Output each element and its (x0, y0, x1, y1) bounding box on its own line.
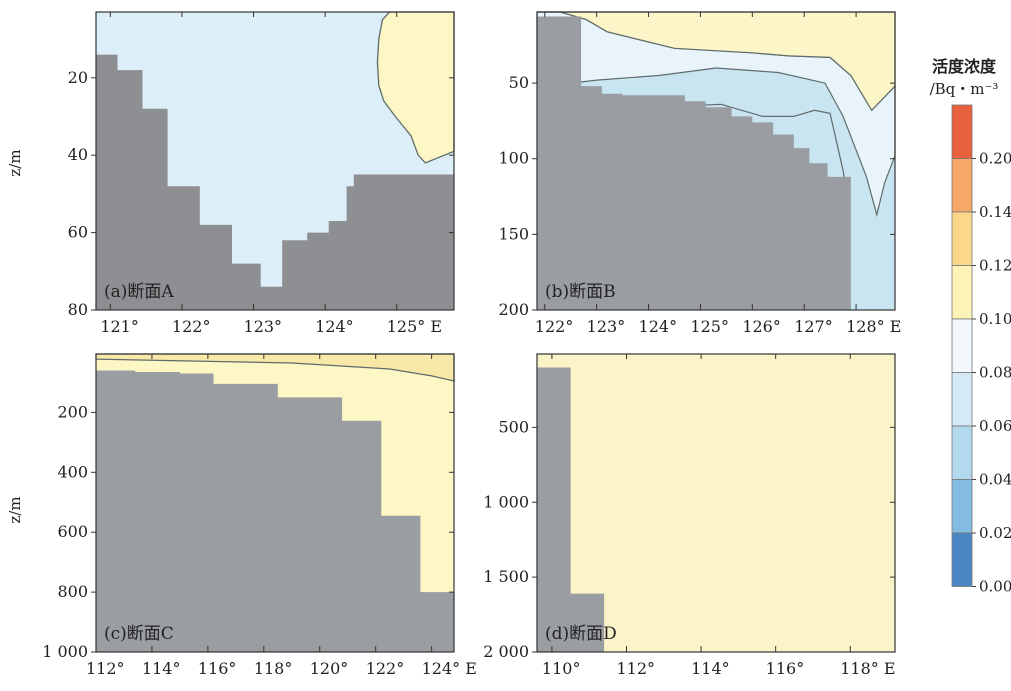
panel-c: 112° 114° 116° 118° 120° 122° 124° E 200 400 600 8… (42, 353, 477, 678)
colorbar-label: 0.04 (979, 471, 1011, 489)
colorbar-label: 0.00 (979, 578, 1011, 596)
panel-a-seabed (96, 54, 454, 310)
panel-d-frame (536, 353, 896, 653)
colorbar-segment (951, 211, 973, 266)
colorbar: 活度浓度 /Bq・m⁻³ 0.20 0.14 0.12 0.10 0.08 0.06 0.0… (930, 57, 1011, 596)
panel-c-xtick-label: 124° E (422, 659, 477, 678)
panel-b-ytick-label: 200 (498, 300, 529, 319)
colorbar-segment (951, 318, 973, 373)
panel-d-ytick-label: 2 000 (483, 642, 529, 661)
colorbar-segment (951, 158, 973, 213)
colorbar-segment (951, 425, 973, 480)
panel-b-xtick-label: 125° (690, 317, 729, 336)
panel-a-ytick-label: 80 (68, 300, 88, 319)
panel-a-xtick-label: 124° (315, 317, 354, 336)
panel-b-xtick-label: 123° (587, 317, 626, 336)
panel-a: 121° 122° 123° 124° 125° E 20 40 60 80 (a)断面A (68, 11, 455, 336)
ylabel-bottom: z/m (6, 496, 24, 523)
colorbar-segment (951, 532, 973, 587)
panel-a-frame (95, 11, 455, 311)
panel-c-ytick-label: 800 (57, 582, 88, 601)
panel-c-ytick-label: 400 (57, 462, 88, 481)
panel-c-xtick-label: 118° (254, 659, 293, 678)
panel-c-ytick-label: 200 (57, 402, 88, 421)
colorbar-label: 0.08 (979, 364, 1011, 382)
panel-b-xtick-label: 126° (742, 317, 781, 336)
panel-d-xtick-label: 114° (691, 659, 730, 678)
ylabel-top: z/m (6, 149, 24, 176)
panel-a-label: (a)断面A (104, 282, 174, 302)
panel-b-ytick-label: 50 (509, 73, 529, 92)
panel-c-ytick-label: 600 (57, 522, 88, 541)
panel-d-ytick-label: 1 500 (483, 567, 529, 586)
colorbar-label: 0.02 (979, 524, 1011, 542)
panel-b-ytick-label: 100 (498, 149, 529, 168)
panel-a-ytick-label: 40 (68, 145, 88, 164)
panel-a-xtick-label: 125° E (387, 317, 442, 336)
panel-a-ytick-label: 20 (68, 68, 88, 87)
panel-b-xtick-label: 124° (639, 317, 678, 336)
colorbar-segment (951, 265, 973, 320)
panel-d-ytick-label: 500 (498, 417, 529, 436)
panel-a-xtick-label: 123° (244, 317, 283, 336)
panel-b-frame (536, 11, 896, 311)
colorbar-label: 0.12 (979, 257, 1011, 275)
panel-c-xtick-label: 120° (310, 659, 349, 678)
panel-d-seabed (537, 367, 895, 652)
colorbar-label: 0.10 (979, 310, 1011, 328)
panel-c-frame (95, 353, 455, 653)
panel-a-xtick-label: 122° (172, 317, 211, 336)
panel-c-ytick-label: 1 000 (42, 642, 88, 661)
panel-d-xtick-label: 110° (542, 659, 581, 678)
panel-d-xtick-label: 118° E (840, 659, 895, 678)
panel-b-ytick-label: 150 (498, 224, 529, 243)
colorbar-label: 0.06 (979, 417, 1011, 435)
colorbar-unit: /Bq・m⁻³ (930, 80, 999, 98)
panel-b-seabed (537, 16, 895, 310)
panel-c-xtick-label: 114° (142, 659, 181, 678)
panel-c-seabed (96, 370, 454, 652)
colorbar-segment (951, 372, 973, 427)
panel-c-label: (c)断面C (104, 624, 174, 644)
panel-b-xtick-label: 128° E (846, 317, 901, 336)
panel-b-xtick-label: 127° (794, 317, 833, 336)
panel-b: 122° 123° 124° 125° 126° 127° 128° E 50 100 150 20… (498, 11, 901, 336)
panel-c-xtick-label: 116° (198, 659, 237, 678)
panel-a-xtick-label: 121° (100, 317, 139, 336)
panel-d: 110° 112° 114° 116° 118° E 500 1 000 1 500 2 000… (483, 353, 896, 678)
panel-a-high-region (376, 11, 455, 164)
colorbar-title: 活度浓度 (932, 57, 997, 76)
panel-b-xtick-label: 122° (535, 317, 574, 336)
panel-d-label: (d)断面D (545, 624, 617, 644)
panel-c-xtick-label: 112° (86, 659, 125, 678)
panel-d-xtick-label: 112° (617, 659, 656, 678)
colorbar-segment (951, 104, 973, 159)
panel-d-xtick-label: 116° (766, 659, 805, 678)
panel-a-ytick-label: 60 (68, 223, 88, 242)
panel-b-label: (b)断面B (545, 282, 616, 302)
colorbar-label: 0.14 (979, 203, 1011, 221)
panel-d-ytick-label: 1 000 (483, 492, 529, 511)
colorbar-label: 0.20 (979, 150, 1011, 168)
colorbar-segment (951, 479, 973, 534)
panel-c-xtick-label: 122° (366, 659, 405, 678)
